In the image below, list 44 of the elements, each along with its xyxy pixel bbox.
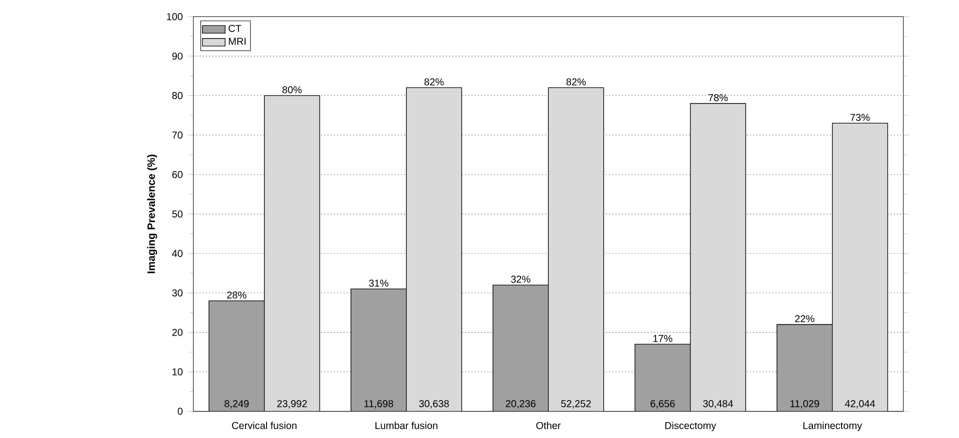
data-label: 17% — [653, 334, 672, 342]
bar — [492, 284, 549, 412]
annotation: 20,236 — [506, 400, 536, 408]
data-label: 28% — [227, 291, 246, 299]
annotation: 30,638 — [419, 400, 449, 408]
annotation: 42,044 — [844, 400, 876, 408]
data-label: 82% — [566, 78, 586, 86]
legend-label: CT — [228, 24, 242, 32]
annotation: 6,656 — [650, 400, 675, 408]
bar — [208, 300, 265, 412]
data-label: 82% — [424, 78, 444, 86]
y-tick-label: 30 — [172, 289, 183, 296]
y-axis-title: Imaging Prevalence (%) — [147, 154, 158, 274]
data-label: 31% — [369, 280, 388, 287]
annotation: 23,992 — [277, 400, 307, 408]
data-label: 78% — [708, 94, 728, 102]
y-tick-label: 0 — [178, 408, 183, 415]
annotation: 11,029 — [790, 400, 820, 408]
legend-label: MRI — [228, 38, 246, 45]
y-tick-label: 80 — [172, 92, 183, 100]
annotation: 8,249 — [224, 400, 249, 408]
bar — [350, 288, 407, 412]
x-tick-label: Cervical fusion — [232, 422, 296, 430]
y-tick-label: 70 — [172, 132, 183, 139]
y-tick-label: 20 — [172, 328, 183, 336]
data-label: 32% — [511, 276, 530, 283]
y-tick-label: 100 — [167, 13, 183, 20]
data-label: 22% — [795, 315, 814, 322]
data-label: 73% — [850, 114, 870, 121]
x-tick-label: Other — [536, 422, 561, 430]
x-tick-label: Lumbar fusion — [375, 422, 438, 430]
annotation: 11,698 — [364, 400, 394, 408]
y-tick-label: 90 — [172, 52, 183, 60]
x-tick-label: Discectomy — [665, 422, 716, 432]
data-label: 80% — [282, 86, 302, 94]
annotation: 30,484 — [703, 400, 734, 408]
bar — [634, 344, 691, 412]
y-tick-label: 10 — [172, 368, 183, 376]
annotation: 52,252 — [561, 400, 591, 408]
y-tick-label: 60 — [172, 170, 183, 178]
x-tick-label: Laminectomy — [803, 422, 862, 432]
y-tick-label: 40 — [172, 250, 183, 257]
y-tick-label: 50 — [172, 210, 183, 218]
bar — [776, 324, 833, 412]
